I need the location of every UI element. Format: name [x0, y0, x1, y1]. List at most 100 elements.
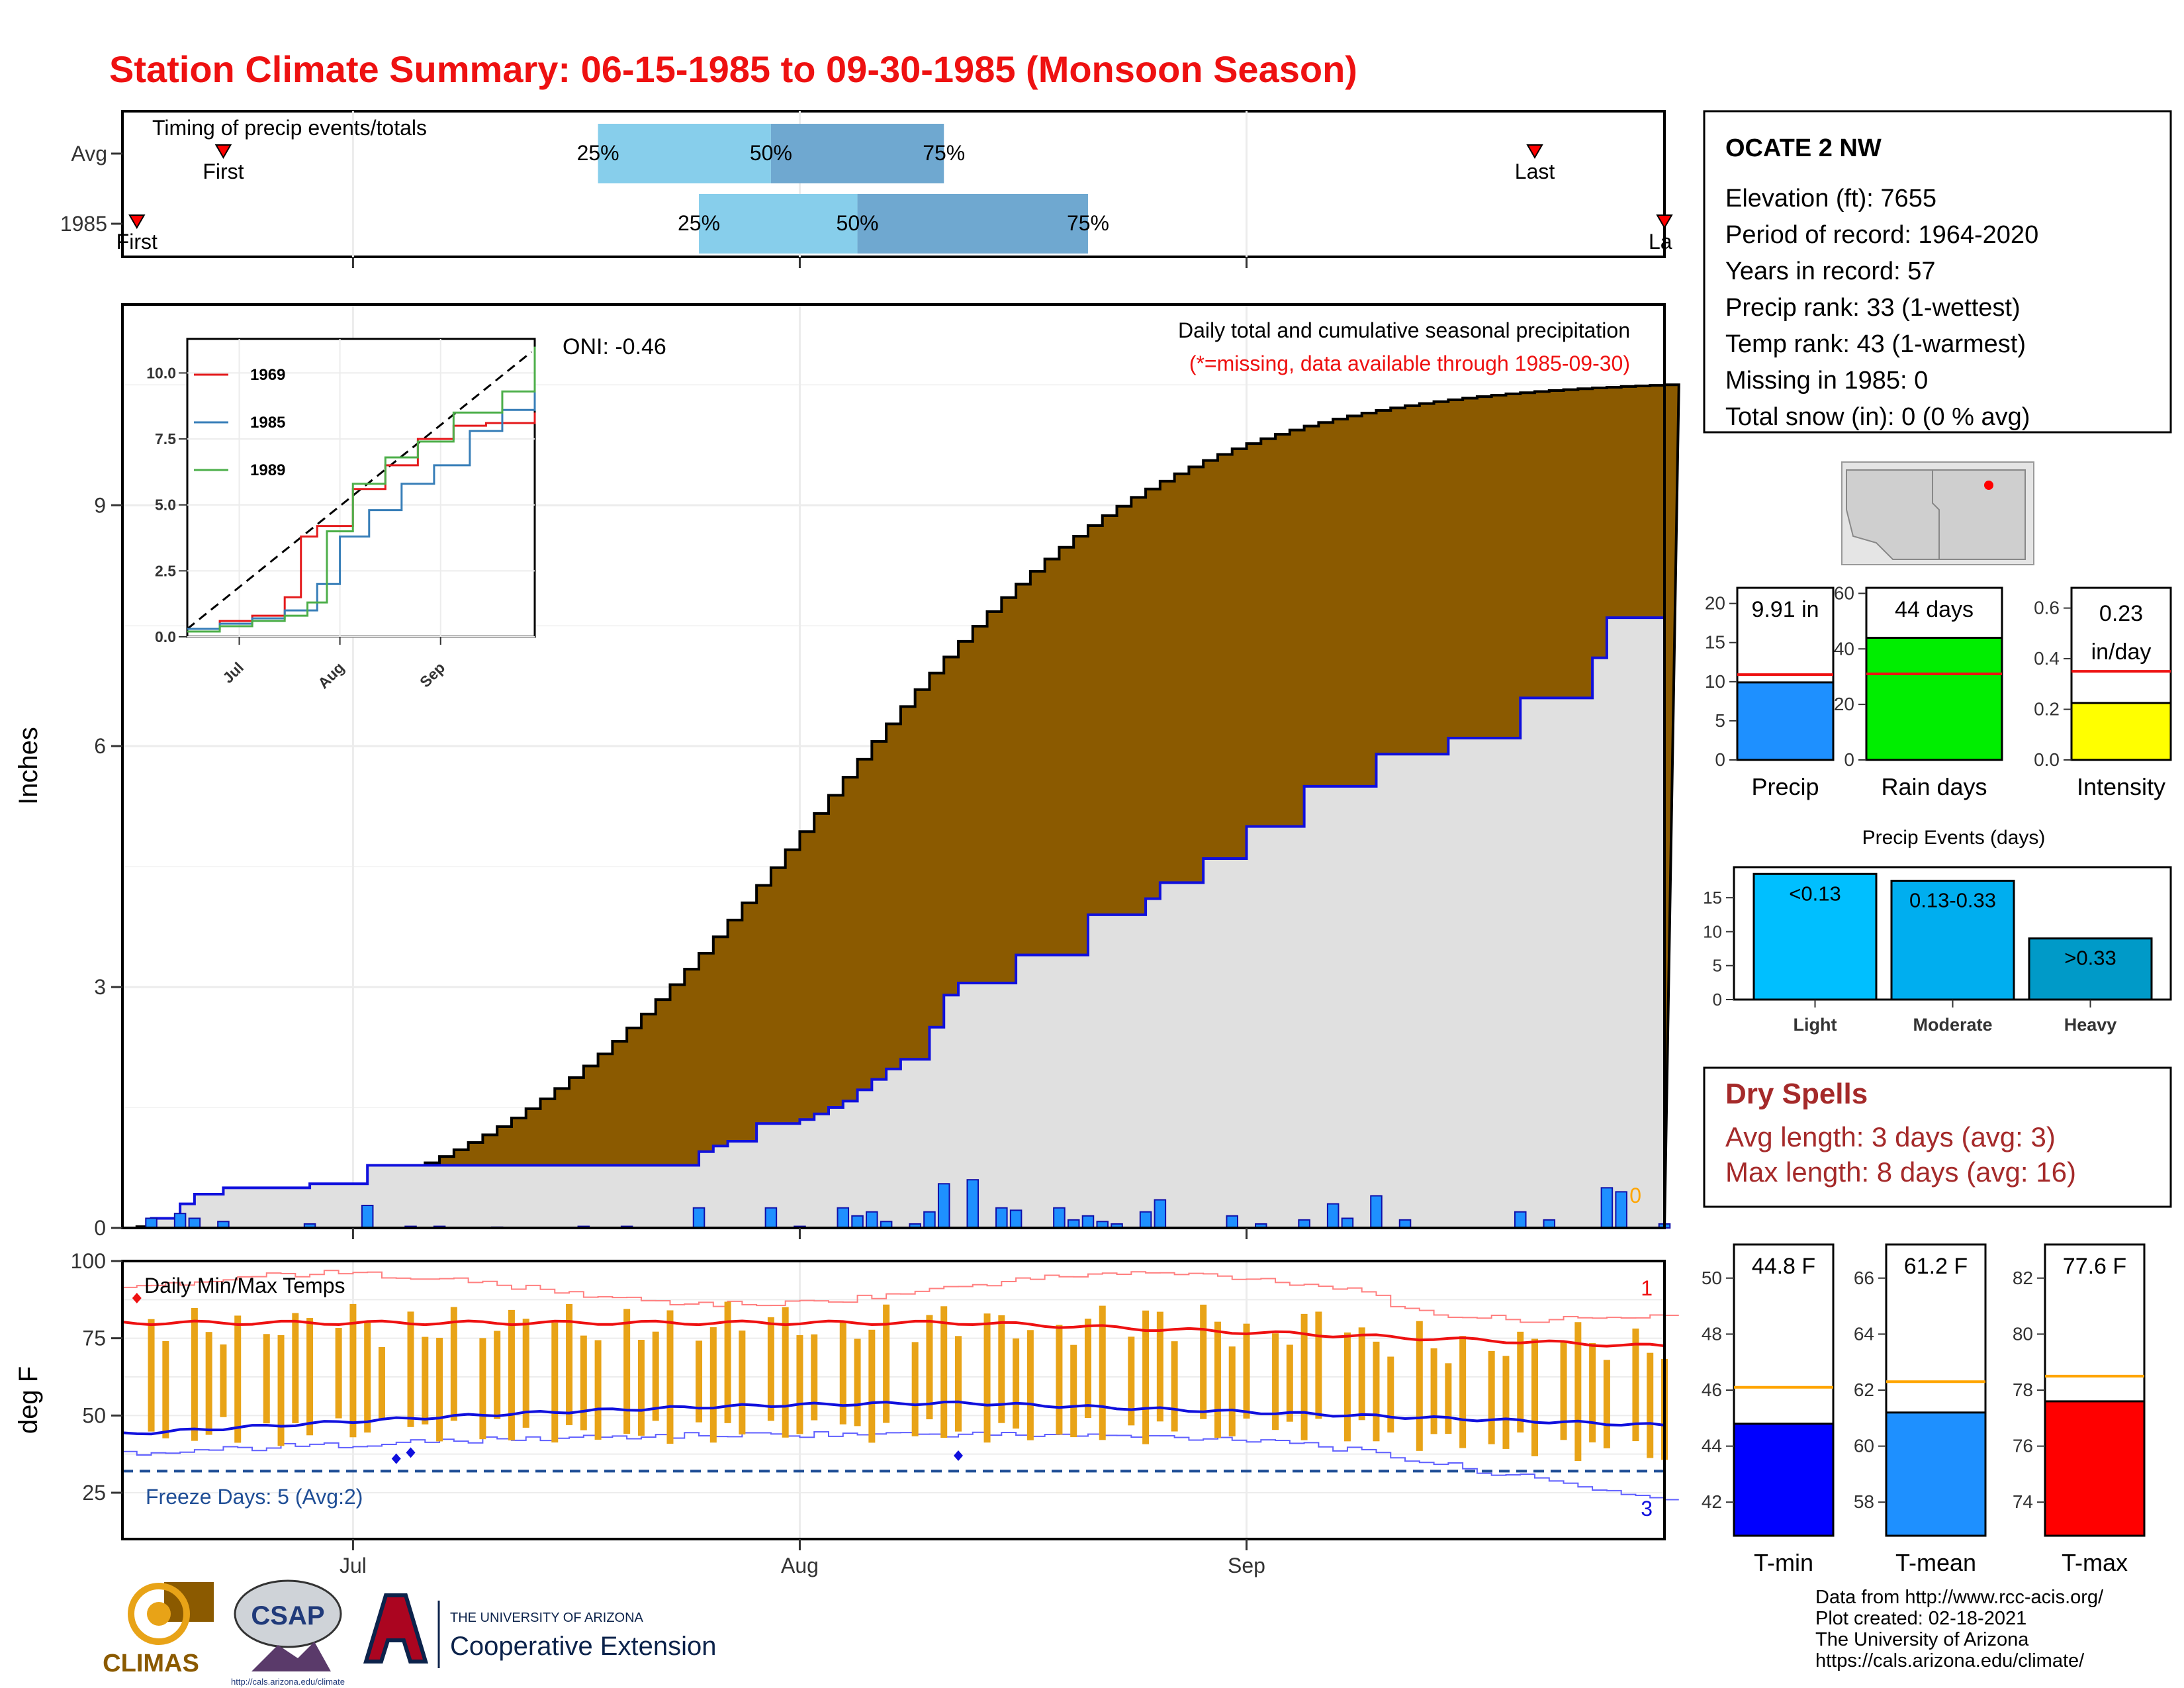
- q75-label: 75%: [1067, 211, 1109, 235]
- tmax-value-label: 77.6 F: [2063, 1254, 2126, 1279]
- daily-temp-range-bar: [349, 1303, 357, 1438]
- daily-precip-bars: [145, 1179, 1671, 1229]
- observed-cumulative-area: [122, 432, 1666, 1229]
- daily-temp-range-bar: [1373, 1341, 1380, 1442]
- shared-x-axis: Jul Aug Sep: [340, 257, 1265, 1577]
- daily-temp-range-bar: [508, 1309, 515, 1440]
- daily-temp-range-bar: [623, 1309, 631, 1434]
- csap-logo-text: CSAP: [251, 1601, 324, 1630]
- daily-temp-range-bar: [1026, 1330, 1034, 1440]
- daily-precip-bar: [188, 1217, 201, 1229]
- daily-temp-range-bar: [926, 1315, 933, 1420]
- inset-legend-label: 1989: [250, 461, 285, 479]
- daily-precip-bar: [1009, 1209, 1023, 1229]
- first-event-label: First: [116, 230, 158, 254]
- daily-temp-range-bar: [739, 1331, 746, 1434]
- rain_days-y-tick-label: 40: [1834, 638, 1854, 659]
- daily-temp-range-bar: [436, 1337, 443, 1442]
- tmax-y-tick-label: 74: [2013, 1491, 2033, 1512]
- station-line-period: Period of record: 1964-2020: [1725, 221, 2038, 249]
- precip-panel: 0 3 6 9 Inches Daily total and cumulative s…: [14, 303, 1680, 1240]
- daily-temp-range-bar: [983, 1313, 991, 1443]
- timing-title: Timing of precip events/totals: [152, 116, 427, 140]
- rain_days-y-tick-label: 0: [1844, 749, 1854, 770]
- rain_days-axis-label: Rain days: [1881, 773, 1987, 800]
- daily-temp-range-bar: [277, 1335, 285, 1446]
- temp-ylabel: deg F: [14, 1366, 43, 1434]
- tmax-bar: [2044, 1400, 2146, 1537]
- events-bar-heavy: [2028, 937, 2153, 1001]
- daily-temp-range-bar: [954, 1336, 962, 1432]
- first-event-marker: [128, 214, 146, 229]
- daily-temp-range-bar: [1430, 1348, 1437, 1434]
- events-y-tick-label: 0: [1713, 990, 1722, 1009]
- tmin-y-tick-label: 48: [1702, 1323, 1722, 1344]
- intensity-chart: 0.0 0.2 0.4 0.6 0.23 in/day Intensity: [2034, 586, 2172, 800]
- record-high-line: [122, 1270, 1679, 1323]
- inset-avg-dashed-line: [187, 351, 533, 630]
- inset-legend-label: 1985: [250, 414, 285, 432]
- tmin-y-tick-label: 42: [1702, 1491, 1722, 1512]
- daily-precip-bar: [1514, 1211, 1527, 1229]
- temp-frame: [121, 1260, 1666, 1540]
- precip-ylabel: Inches: [14, 727, 43, 805]
- tmin-y-tick-label: 44: [1702, 1436, 1722, 1456]
- timing-row-Avg: Avg 25% 50% 75% First Last: [71, 124, 1555, 183]
- last-event-label: Last: [1515, 160, 1555, 183]
- daily-temp-range-bar: [1560, 1342, 1567, 1440]
- daily-temp-range-bar: [724, 1301, 731, 1423]
- rain_days-chart: 0 20 40 60 44 days Rain days: [1834, 583, 2003, 800]
- events-y-tick-label: 5: [1713, 956, 1722, 976]
- station-line-missing: Missing in 1985: 0: [1725, 367, 1928, 395]
- daily-temp-range-bar: [1315, 1311, 1322, 1419]
- daily-temp-range-bar: [868, 1329, 876, 1443]
- daily-temp-range-bar: [1013, 1338, 1020, 1429]
- station-name: OCATE 2 NW: [1725, 134, 1882, 162]
- daily-precip-bar: [1326, 1203, 1340, 1229]
- events-y-tick-label: 10: [1703, 921, 1722, 941]
- daily-temp-range-bar: [594, 1340, 602, 1440]
- tmin-value-label: 44.8 F: [1752, 1254, 1815, 1279]
- temp-chart-title: Daily Min/Max Temps: [144, 1274, 345, 1297]
- daily-temp-range-bar: [191, 1307, 198, 1441]
- daily-precip-bar: [1600, 1187, 1614, 1229]
- inset-y-tick-label: 0.0: [155, 628, 176, 645]
- intensity-y-tick-label: 0.4: [2034, 648, 2060, 669]
- inset-frame: [186, 338, 536, 638]
- daily-temp-range-bar: [637, 1340, 645, 1436]
- intensity-y-tick-label: 0.0: [2034, 749, 2060, 770]
- station-line-snow: Total snow (in): 0 (0 % avg): [1725, 403, 2030, 431]
- daily-temp-range-bar: [407, 1311, 414, 1427]
- quartile-bar-50-75: [857, 194, 1088, 254]
- tmax-y-tick-label: 76: [2013, 1436, 2033, 1456]
- daily-precip-bar: [1154, 1199, 1167, 1229]
- daily-temp-range-bar: [220, 1344, 227, 1417]
- x-tick-label: Aug: [781, 1554, 819, 1577]
- intensity-bar: [2070, 702, 2172, 761]
- daily-temp-range-bar: [522, 1319, 529, 1428]
- rain_days-y-tick-label: 60: [1834, 583, 1854, 603]
- dry-spells-frame: [1703, 1066, 2172, 1208]
- daily-temp-range-bar: [1531, 1338, 1539, 1456]
- missing-count: 0: [1629, 1184, 1641, 1207]
- tmin-y-tick-label: 46: [1702, 1380, 1722, 1400]
- daily-precip-bar: [937, 1183, 950, 1229]
- daily-temp-range-bar: [378, 1347, 385, 1419]
- daily-temp-range-bar: [292, 1313, 299, 1423]
- precip-y-axis: 0 3 6 9: [94, 493, 122, 1240]
- precip_total-y-tick-label: 10: [1705, 671, 1725, 692]
- ua-logo: THE UNIVERSITY OF ARIZONA Cooperative Ex…: [363, 1593, 716, 1668]
- csap-cloud: [234, 1579, 342, 1648]
- station-info-box: OCATE 2 NW Elevation (ft): 7655 Period o…: [1703, 110, 2172, 434]
- daily-temp-range-bar: [1228, 1346, 1236, 1436]
- temp-y-tick-label: 25: [82, 1481, 106, 1505]
- tmax-y-tick-label: 78: [2013, 1380, 2033, 1400]
- record-marker: [391, 1453, 401, 1464]
- last-event-marker: [1526, 144, 1543, 159]
- precip-chart-subtitle: (*=missing, data available through 1985-…: [1189, 352, 1630, 375]
- inset-series-1989: [187, 346, 536, 633]
- daily-temp-range-bar: [479, 1338, 486, 1440]
- intensity-unit-label: in/day: [2091, 639, 2152, 665]
- tmax-axis-label: T-max: [2062, 1549, 2128, 1576]
